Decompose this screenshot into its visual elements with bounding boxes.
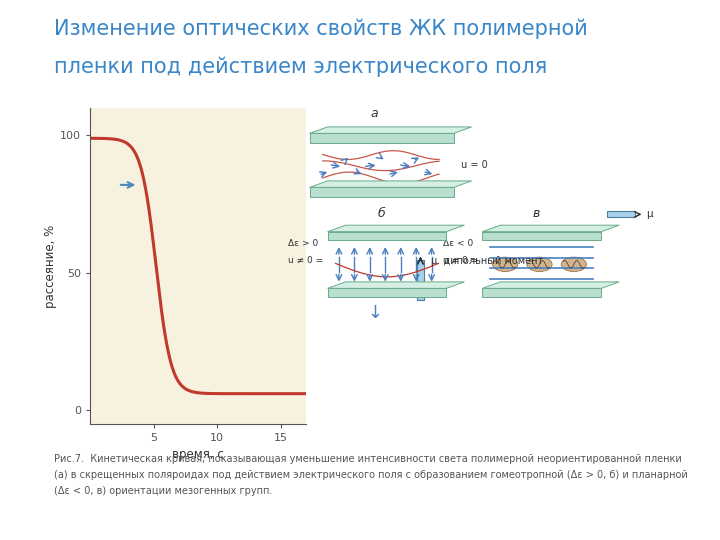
Text: (Δε < 0, в) ориентации мезогенных групп.: (Δε < 0, в) ориентации мезогенных групп.: [54, 486, 272, 496]
Text: u ≠ 0 =: u ≠ 0 =: [443, 256, 478, 265]
Text: пленки под действием электрического поля: пленки под действием электрического поля: [54, 57, 547, 77]
Bar: [417, 260, 424, 300]
Ellipse shape: [527, 257, 552, 272]
Text: Рис.7.  Кинетическая кривая, показывающая уменьшение интенсивности света полимер: Рис.7. Кинетическая кривая, показывающая…: [54, 454, 682, 464]
Y-axis label: рассеяние, %: рассеяние, %: [44, 224, 57, 308]
Text: μ  дипольный момент: μ дипольный момент: [431, 256, 543, 266]
Text: Изменение оптических свойств ЖК полимерной: Изменение оптических свойств ЖК полимерн…: [54, 19, 588, 39]
Text: μ: μ: [647, 210, 653, 219]
Text: Δε > 0: Δε > 0: [288, 239, 318, 248]
Bar: [607, 211, 635, 218]
Text: u = 0: u = 0: [461, 160, 487, 170]
Text: u ≠ 0 =: u ≠ 0 =: [288, 256, 323, 265]
Text: в: в: [532, 207, 539, 220]
X-axis label: время, с: время, с: [172, 449, 224, 462]
Ellipse shape: [562, 257, 587, 272]
Text: б: б: [377, 207, 385, 220]
Text: Δε < 0: Δε < 0: [443, 239, 473, 248]
Ellipse shape: [492, 257, 518, 272]
Text: а: а: [371, 107, 378, 120]
Text: ↓: ↓: [367, 303, 383, 321]
Text: (а) в скрещенных поляроидах под действием электрического поля с образованием гом: (а) в скрещенных поляроидах под действие…: [54, 470, 688, 480]
